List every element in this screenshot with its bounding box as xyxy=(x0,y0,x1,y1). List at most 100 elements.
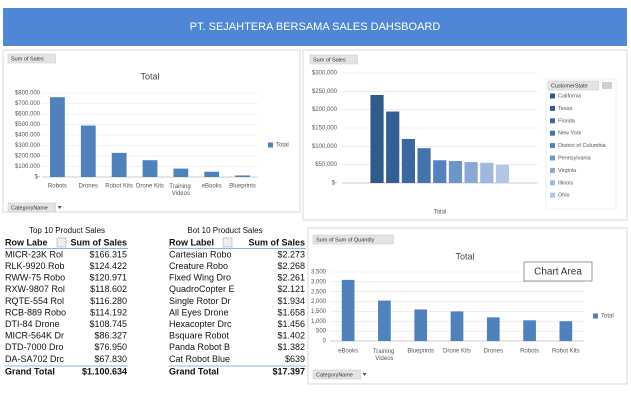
bar xyxy=(450,311,464,341)
row-label: MICR-23K Rol xyxy=(5,249,63,259)
x-tick-label: eBooks xyxy=(202,184,222,190)
filter-arrow xyxy=(57,206,62,209)
legend-swatch xyxy=(550,192,555,198)
bar xyxy=(495,164,510,183)
legend-label: Pennsylvania xyxy=(558,155,592,161)
field-button[interactable] xyxy=(7,53,56,64)
bar xyxy=(480,162,494,183)
chart-title: Total xyxy=(455,251,474,261)
row-value: $114.192 xyxy=(90,307,127,317)
legend-swatch xyxy=(550,105,555,111)
legend-swatch xyxy=(550,118,555,124)
chart-frame xyxy=(307,227,628,385)
row-value: $124.422 xyxy=(89,261,127,271)
y-tick-label: $200.000 xyxy=(15,154,41,160)
row-label: RXW-9807 Rol xyxy=(5,284,65,294)
x-tick-label: Robot Kits xyxy=(552,349,580,355)
bar xyxy=(523,320,536,341)
bar xyxy=(173,168,189,177)
x-tick-label: Drones xyxy=(79,184,98,190)
row-value: $1.402 xyxy=(277,331,305,341)
table-title: Bot 10 Product Sales xyxy=(187,226,262,235)
row-label: MICR-564K Dr xyxy=(5,331,64,341)
row-value: $108.745 xyxy=(89,319,127,329)
chart-title: Total xyxy=(140,71,159,81)
legend-box xyxy=(545,78,617,210)
header-cell: Sum of Sales xyxy=(70,237,127,247)
bar xyxy=(50,97,65,177)
x-tick-label: Drones xyxy=(484,349,503,355)
header-cell: Row Labe xyxy=(5,237,48,247)
row-label: Creature Robo xyxy=(169,261,228,271)
y-tick-label: 1,500 xyxy=(311,309,327,315)
legend-label: Texas xyxy=(558,106,573,112)
row-value: $116.280 xyxy=(90,296,127,306)
y-tick-label: $100.000 xyxy=(15,164,41,170)
row-label: RLK-9920 Rob xyxy=(5,261,65,271)
x-tick-label: Blueprints xyxy=(229,184,256,190)
x-tick-label: Drone Kits xyxy=(136,184,164,190)
row-value: $67.830 xyxy=(94,354,127,364)
row-value: $86.327 xyxy=(94,331,127,341)
y-tick-label: $300.000 xyxy=(15,143,41,149)
y-tick-label: 0 xyxy=(323,339,327,345)
bar xyxy=(378,300,391,341)
filter-icon[interactable] xyxy=(602,82,612,89)
row-label: Cat Robot Blue xyxy=(169,354,230,364)
axis-button-label: CategoryName xyxy=(316,372,353,378)
legend-label: Ohio xyxy=(558,193,570,199)
row-value: $1.382 xyxy=(277,342,305,352)
x-tick-label: Robots xyxy=(520,349,539,355)
row-value: $166.315 xyxy=(89,249,127,259)
legend-button-label: CustomerState xyxy=(551,83,588,89)
y-tick-label: 3,000 xyxy=(311,279,327,285)
header-cell: Row Label xyxy=(169,237,214,247)
field-button-label: Sum of Sum of Quantity xyxy=(316,237,375,243)
bar xyxy=(486,317,500,341)
y-tick-label: $300,000 xyxy=(312,71,338,77)
legend-swatch xyxy=(550,155,555,161)
x-tick-label: Drone Kits xyxy=(443,349,471,355)
legend-label: New York xyxy=(558,131,581,137)
field-button[interactable] xyxy=(309,54,358,65)
field-button[interactable] xyxy=(312,234,394,245)
bar xyxy=(80,125,96,177)
legend-swatch xyxy=(268,142,273,148)
legend-label: District of Columbia xyxy=(558,143,607,149)
axis-button[interactable] xyxy=(7,202,56,213)
table-title: Top 10 Product Sales xyxy=(29,226,105,235)
legend-button[interactable] xyxy=(547,80,600,91)
y-tick-label: 3,500 xyxy=(311,270,327,276)
filter-icon[interactable] xyxy=(222,237,233,248)
bar xyxy=(386,111,400,183)
bar xyxy=(448,161,463,183)
y-tick-label: $800.000 xyxy=(15,91,41,97)
filter-icon[interactable] xyxy=(56,237,67,248)
row-label: DTD-7000 Dro xyxy=(5,342,64,352)
row-value: $639 xyxy=(285,354,305,364)
y-tick-label: $250,000 xyxy=(312,89,338,95)
row-value: $2.268 xyxy=(277,261,305,271)
legend-swatch xyxy=(550,180,555,186)
row-label: Fixed Wing Dro xyxy=(169,273,231,283)
y-tick-label: 500 xyxy=(316,329,327,335)
tooltip-box xyxy=(523,261,593,282)
x-tick-label: Total xyxy=(434,210,447,216)
row-label: RCB-889 Robo xyxy=(5,307,66,317)
bar xyxy=(433,160,447,183)
bar xyxy=(204,171,220,177)
legend-swatch xyxy=(550,93,555,99)
row-value: $120.971 xyxy=(89,273,127,283)
row-value: $118.602 xyxy=(90,284,127,294)
bar xyxy=(559,321,573,341)
y-tick-label: $- xyxy=(35,175,40,181)
y-tick-label: $500.000 xyxy=(15,122,41,128)
y-tick-label: $100,000 xyxy=(312,144,338,150)
y-tick-label: 2,500 xyxy=(311,289,327,295)
legend-swatch xyxy=(550,167,555,173)
axis-button[interactable] xyxy=(312,369,361,380)
banner xyxy=(3,8,627,46)
bar xyxy=(370,95,384,183)
row-label: All Eyes Drone xyxy=(169,307,229,317)
